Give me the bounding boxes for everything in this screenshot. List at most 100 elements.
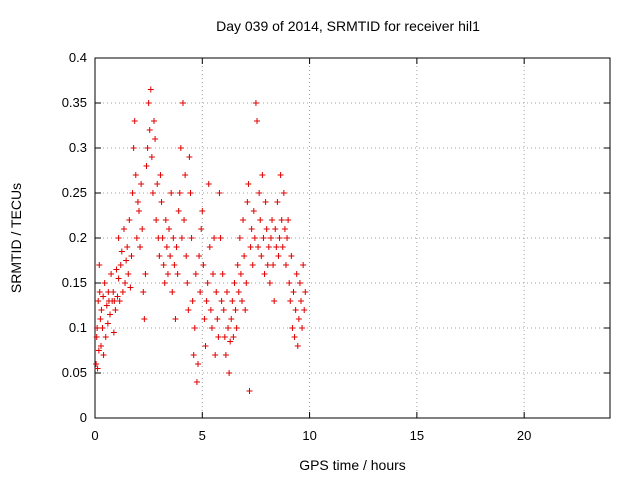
data-point xyxy=(204,280,211,286)
data-point xyxy=(186,154,193,160)
data-point xyxy=(183,253,190,259)
data-point xyxy=(272,226,279,232)
data-point xyxy=(202,343,209,349)
y-tick-label: 0.1 xyxy=(69,320,87,335)
data-point xyxy=(169,289,176,295)
data-point xyxy=(261,271,268,277)
data-point xyxy=(107,311,114,318)
data-point xyxy=(241,253,248,259)
data-point xyxy=(238,298,245,304)
data-point xyxy=(137,244,144,250)
data-point xyxy=(95,347,102,354)
data-point xyxy=(184,280,191,286)
data-point xyxy=(240,217,247,223)
data-point xyxy=(151,118,158,124)
x-tick-label: 5 xyxy=(199,428,206,443)
data-point xyxy=(154,181,161,187)
data-point xyxy=(108,271,115,277)
x-tick-label: 0 xyxy=(91,428,98,443)
data-point xyxy=(189,298,196,304)
data-point xyxy=(249,262,256,268)
data-point xyxy=(110,329,117,336)
data-point xyxy=(192,271,199,277)
data-point xyxy=(132,172,139,178)
data-point xyxy=(265,244,272,250)
data-point xyxy=(294,343,301,349)
data-point xyxy=(242,307,249,313)
data-point xyxy=(123,257,130,264)
data-point xyxy=(237,271,244,277)
x-tick-label: 20 xyxy=(517,428,531,443)
y-tick-label: 0.2 xyxy=(69,230,87,245)
data-point xyxy=(152,136,159,142)
data-point xyxy=(187,190,194,196)
data-point xyxy=(139,226,146,232)
data-point xyxy=(232,307,239,313)
data-point xyxy=(233,325,240,331)
data-point xyxy=(221,334,228,340)
data-point xyxy=(262,199,269,205)
data-point xyxy=(277,172,284,178)
data-point xyxy=(148,154,155,160)
data-point xyxy=(220,307,227,313)
data-point xyxy=(168,190,175,196)
data-point xyxy=(197,289,204,295)
data-point xyxy=(299,325,306,331)
y-axis-label: SRMTID / TECUs xyxy=(8,182,24,294)
data-point xyxy=(199,208,206,214)
data-point xyxy=(104,320,111,327)
tick-labels: 0 0.05 0.1 0.15 0.2 0.25 0.3 0.35 0.4 0 5 10 15 20 xyxy=(62,50,532,443)
data-point xyxy=(96,262,103,268)
data-point xyxy=(143,163,150,169)
data-point xyxy=(177,145,184,151)
data-point xyxy=(302,289,309,295)
y-tick-label: 0.05 xyxy=(62,365,87,380)
data-point xyxy=(101,280,108,286)
data-point xyxy=(211,235,218,241)
chart-title: Day 039 of 2014, SRMTID for receiver hil… xyxy=(216,18,480,34)
data-point xyxy=(112,307,119,313)
data-point xyxy=(201,316,208,322)
data-point xyxy=(179,100,186,106)
data-point xyxy=(255,244,262,250)
data-point xyxy=(263,226,270,232)
data-point xyxy=(285,217,292,223)
data-point xyxy=(252,100,259,106)
data-point xyxy=(178,235,185,241)
data-point xyxy=(100,293,107,300)
data-point xyxy=(130,145,137,151)
data-point xyxy=(131,118,138,124)
data-point xyxy=(273,244,280,250)
data-point xyxy=(287,298,294,304)
data-point xyxy=(235,289,242,295)
data-point xyxy=(160,262,167,268)
data-point xyxy=(215,334,222,340)
data-point xyxy=(190,352,197,358)
data-point xyxy=(267,235,274,241)
data-point xyxy=(102,334,109,340)
data-point xyxy=(94,365,101,372)
data-point xyxy=(147,86,154,93)
data-point xyxy=(176,190,183,196)
data-point xyxy=(93,334,100,340)
data-point xyxy=(295,316,302,322)
data-point xyxy=(163,244,170,250)
data-point xyxy=(125,271,132,277)
data-point xyxy=(245,181,252,187)
data-point xyxy=(282,262,289,268)
data-point xyxy=(182,172,189,178)
data-point xyxy=(98,343,105,349)
y-tick-label: 0.25 xyxy=(62,185,87,200)
data-point xyxy=(214,316,221,322)
data-point xyxy=(251,235,258,241)
data-point xyxy=(196,253,203,259)
y-tick-label: 0.3 xyxy=(69,140,87,155)
y-tick-label: 0.15 xyxy=(62,275,87,290)
data-point xyxy=(126,217,133,223)
data-point xyxy=(288,253,295,259)
data-point xyxy=(157,172,164,178)
data-point xyxy=(217,235,224,241)
data-point xyxy=(93,361,100,367)
data-point xyxy=(156,253,163,259)
